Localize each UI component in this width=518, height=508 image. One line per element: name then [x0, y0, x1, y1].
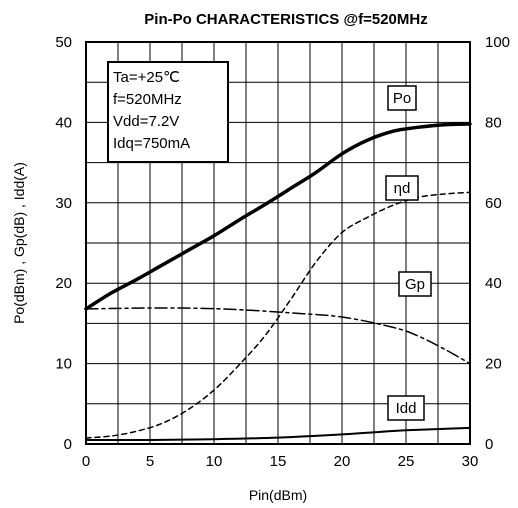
- y-left-tick-label: 0: [64, 436, 72, 453]
- series-line-gp: [85, 307, 471, 365]
- conditions-frame: [107, 61, 229, 163]
- condition-idq: Idq=750mA: [113, 135, 190, 152]
- series-label-box-gp: [398, 271, 432, 297]
- y-right-tick-label: 40: [485, 275, 502, 292]
- series-label-box-po: [387, 85, 417, 111]
- x-tick-label: 15: [270, 453, 287, 470]
- series-label-box-idd: [387, 395, 425, 421]
- x-tick-label: 25: [398, 453, 415, 470]
- series-line-po: [84, 122, 472, 311]
- series-label-gp: Gp: [405, 276, 425, 293]
- y-axis-label-left: Po(dBm) , Gp(dB) , Idd(A): [11, 162, 27, 324]
- series-label-box-drain-efficiency: [385, 175, 419, 201]
- tick-labels: 0 5 10 15 20 25 30 0 10 20 30 40 50 0 20 40 60 80 100: [55, 34, 510, 470]
- x-tick-label: 0: [82, 453, 90, 470]
- y-right-tick-label: 20: [485, 356, 502, 373]
- grid-lines: [86, 42, 470, 444]
- y-right-tick-label: 60: [485, 195, 502, 212]
- chart-title: Pin-Po CHARACTERISTICS @f=520MHz: [144, 11, 427, 28]
- condition-vdd: Vdd=7.2V: [113, 113, 179, 130]
- y-right-tick-label: 80: [485, 114, 502, 131]
- x-tick-label: 30: [462, 453, 479, 470]
- x-tick-label: 10: [206, 453, 223, 470]
- y-left-tick-label: 10: [55, 356, 72, 373]
- x-tick-label: 20: [334, 453, 351, 470]
- y-left-tick-label: 50: [55, 34, 72, 51]
- y-right-tick-label: 0: [485, 436, 493, 453]
- condition-temperature: Ta=+25℃: [113, 69, 180, 86]
- condition-frequency: f=520MHz: [113, 91, 182, 108]
- conditions-box: Ta=+25℃ f=520MHz Vdd=7.2V Idq=750mA: [107, 61, 229, 163]
- x-tick-label: 5: [146, 453, 154, 470]
- series-label-po: Po: [393, 90, 411, 107]
- y-left-tick-label: 30: [55, 195, 72, 212]
- series-labels: Po ηd Gp Idd: [385, 85, 432, 421]
- series-label-drain-efficiency: ηd: [394, 180, 411, 197]
- plot-frame: [85, 41, 471, 445]
- x-axis-label: Pin(dBm): [249, 487, 307, 503]
- y-left-tick-label: 20: [55, 275, 72, 292]
- y-left-tick-label: 40: [55, 114, 72, 131]
- y-right-tick-label: 100: [485, 34, 510, 51]
- series-line-idd: [85, 426, 471, 442]
- series-label-idd: Idd: [396, 400, 417, 417]
